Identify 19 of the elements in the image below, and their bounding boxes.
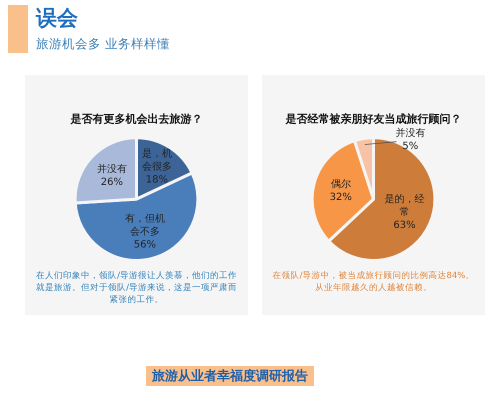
text: 旅游机会多 业务样样懂 [36,36,170,53]
data-label: 18% [146,174,168,186]
slice-label: 是，机会很多 [142,148,172,173]
data-label: 5% [402,140,418,152]
slice-label: 有，但机会不多 [124,212,165,238]
chart-title: 是否经常被亲朋好友当成旅行顾问？ [284,112,462,126]
data-label: 26% [100,177,123,188]
data-label: 63% [393,220,416,232]
slice-label: 并没有 [395,126,426,139]
data-label: 32% [330,192,352,203]
slice-label: 是的，经常 [384,193,424,218]
text: 在人们印象中，领队/导游很让人羡慕，他们的工作就是旅游。但对于领队/导游来说，这是一项严肃而紧张的工作。 [35,270,238,306]
slice-label: 偶尔 [330,178,351,190]
text: 旅游从业者幸福度调研报告 [146,366,314,386]
chart-title: 是否有更多机会出去旅游？ [70,112,202,126]
data-label: 56% [134,239,156,250]
text: 在领队/导游中，被当成旅行顾问的比例高达84%。从业年限越久的人越被信赖。 [272,270,475,294]
slice-label: 并没有 [96,163,127,176]
text: 误会 [36,5,78,32]
